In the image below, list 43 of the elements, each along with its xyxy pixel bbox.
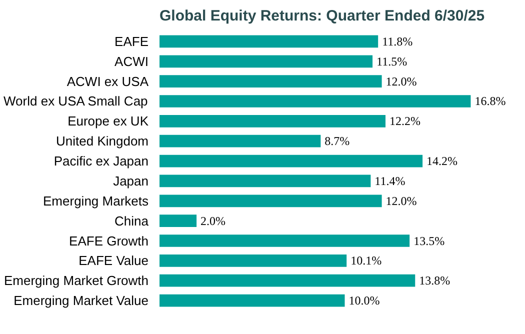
bar [160, 55, 373, 68]
bar [160, 134, 321, 148]
data-label: 2.0% [200, 214, 226, 228]
data-label: 12.2% [389, 114, 420, 128]
data-label: 16.8% [474, 94, 506, 108]
bar [160, 174, 371, 188]
y-tick-label: Europe ex UK [68, 114, 149, 129]
y-tick-label: EAFE Growth [69, 233, 148, 248]
y-tick-label: United Kingdom [56, 134, 148, 149]
y-tick-label: Japan [113, 173, 148, 188]
bar [160, 154, 423, 168]
bar [160, 95, 471, 108]
data-label: 8.7% [324, 134, 350, 148]
data-label: 10.1% [350, 254, 382, 268]
bar [160, 35, 378, 48]
bar [160, 214, 197, 227]
y-tick-label: Emerging Market Growth [4, 273, 149, 288]
data-label: 13.5% [414, 234, 445, 248]
bar [160, 294, 345, 307]
y-tick-label: ACWI [114, 54, 149, 69]
y-tick-label: EAFE Value [78, 253, 149, 268]
data-label: 11.5% [376, 54, 408, 68]
bar [160, 194, 382, 208]
data-label: 11.8% [382, 34, 413, 48]
y-tick-label: Emerging Markets [43, 193, 149, 208]
data-label: 12.0% [386, 74, 417, 88]
data-label: 10.0% [348, 294, 380, 308]
y-tick-label: World ex USA Small Cap [4, 94, 148, 109]
bar [160, 234, 410, 247]
y-tick-label: Pacific ex Japan [54, 154, 149, 169]
data-label: 13.8% [419, 274, 450, 288]
y-tick-label: EAFE [114, 34, 149, 49]
data-label: 14.2% [426, 154, 458, 168]
y-tick-label: Emerging Market Value [14, 293, 148, 308]
y-tick-label: China [114, 213, 150, 228]
data-label: 11.4% [374, 174, 406, 188]
bar [160, 115, 386, 128]
data-label: 12.0% [386, 194, 417, 208]
y-tick-label: ACWI ex USA [66, 74, 149, 89]
bar [160, 254, 347, 267]
bar [160, 274, 416, 287]
bar [160, 75, 382, 88]
chart-title: Global Equity Returns: Quarter Ended 6/30/25 [160, 8, 485, 24]
